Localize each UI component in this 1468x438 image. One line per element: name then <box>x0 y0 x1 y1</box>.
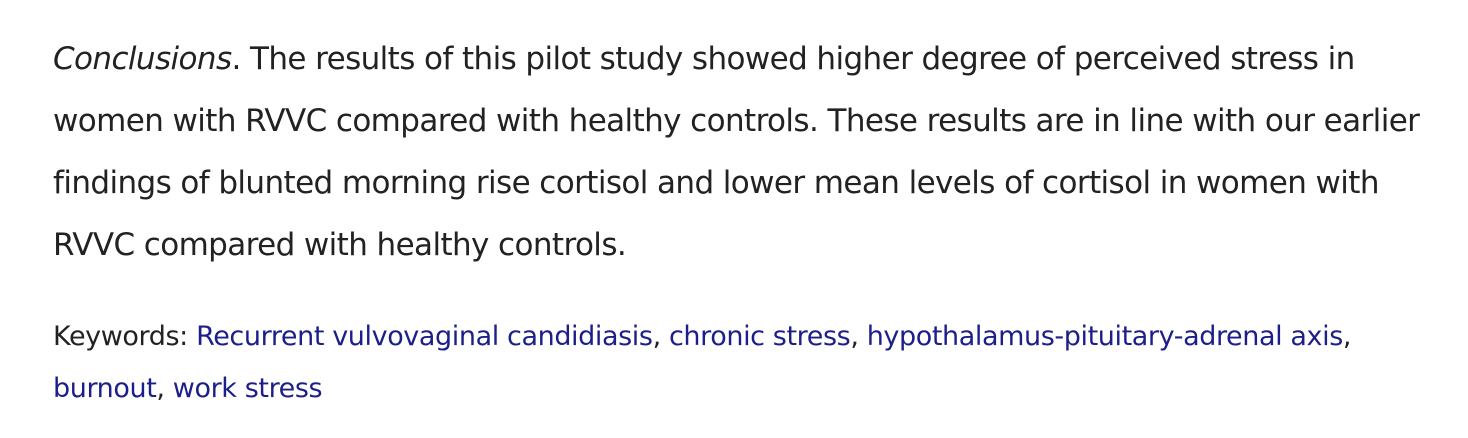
keyword-separator: , <box>156 373 173 404</box>
keyword-link-burnout[interactable]: burnout <box>53 373 157 404</box>
keyword-link-recurrent-vulvovaginal-candidiasis[interactable]: Recurrent vulvovaginal candidiasis <box>196 321 653 352</box>
keyword-separator: , <box>850 321 867 352</box>
conclusions-label-period: . <box>231 41 242 77</box>
keywords-paragraph: Keywords: Recurrent vulvovaginal candidi… <box>53 311 1453 415</box>
keyword-link-work-stress[interactable]: work stress <box>172 373 323 404</box>
conclusions-paragraph: Conclusions. The results of this pilot s… <box>53 28 1453 276</box>
keyword-separator: , <box>1342 321 1352 352</box>
keywords-label: Keywords: <box>53 321 197 352</box>
keywords-section: Keywords: Recurrent vulvovaginal candidi… <box>53 311 1453 415</box>
conclusions-label: Conclusions <box>53 41 232 77</box>
keyword-link-hpa-axis[interactable]: hypothalamus-pituitary-adrenal axis <box>866 321 1344 352</box>
keyword-separator: , <box>652 321 669 352</box>
conclusions-text: The results of this pilot study showed h… <box>53 41 1420 263</box>
keyword-link-chronic-stress[interactable]: chronic stress <box>668 321 851 352</box>
conclusions-section: Conclusions. The results of this pilot s… <box>53 28 1453 276</box>
